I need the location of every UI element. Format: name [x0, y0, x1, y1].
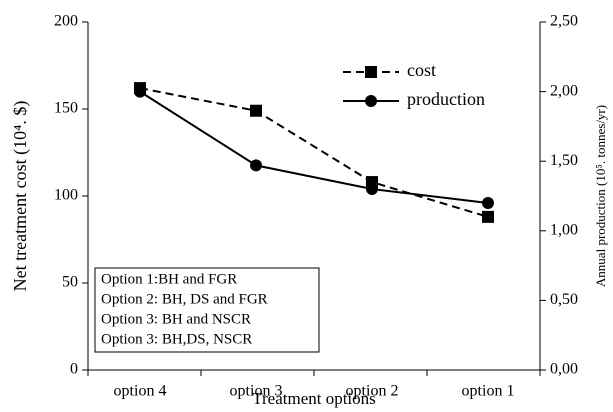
- annotation: Option 3: BH and NSCR: [101, 311, 251, 327]
- marker: [134, 85, 146, 98]
- y2-tick-label: 2,50: [550, 13, 578, 30]
- legend-marker: [365, 95, 377, 107]
- y-tick-label: 150: [54, 100, 78, 117]
- y2-tick-label: 0,50: [550, 291, 578, 308]
- annotation: Option 2: BH, DS and FGR: [101, 291, 268, 307]
- x-tick-label: option 3: [230, 383, 283, 400]
- y-tick-label: 50: [62, 274, 78, 291]
- marker: [250, 104, 262, 117]
- marker: [482, 210, 494, 223]
- y2-tick-label: 1,50: [550, 152, 578, 169]
- series-line: [139, 87, 489, 218]
- y2-tick-label: 0,00: [550, 361, 578, 378]
- y-tick-label: 100: [54, 187, 78, 204]
- marker: [482, 196, 494, 209]
- series-line: [139, 90, 489, 204]
- annotation: Option 3: BH,DS, NSCR: [101, 331, 252, 347]
- annotation: Option 1:BH and FGR: [101, 271, 237, 287]
- x-tick-label: option 1: [462, 383, 515, 400]
- legend-marker: [365, 66, 377, 78]
- annotation-box: [94, 267, 320, 353]
- legend-label: cost: [407, 60, 436, 80]
- marker: [366, 183, 378, 196]
- y2-axis-label: Annual production (10⁵. tonnes/yr): [593, 105, 608, 287]
- marker: [250, 159, 262, 172]
- x-tick-label: option 4: [114, 383, 167, 400]
- y2-tick-label: 2,00: [550, 82, 578, 99]
- y2-tick-label: 1,00: [550, 221, 578, 238]
- y-tick-label: 200: [54, 13, 78, 30]
- y-axis-label: Net treatment cost (10⁴. $): [10, 101, 31, 292]
- x-axis-label: Treatment options: [252, 389, 376, 408]
- legend-label: production: [407, 89, 485, 109]
- x-tick-label: option 2: [346, 383, 399, 400]
- y-tick-label: 0: [70, 361, 78, 378]
